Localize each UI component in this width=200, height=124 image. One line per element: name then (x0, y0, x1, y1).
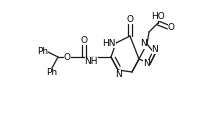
Text: O: O (168, 22, 175, 31)
Text: N: N (140, 40, 147, 48)
Text: N: N (115, 70, 121, 79)
Text: O: O (80, 36, 88, 45)
Text: O: O (127, 15, 134, 24)
Text: HO: HO (151, 12, 165, 21)
Text: N: N (152, 45, 158, 54)
Text: Ph: Ph (37, 47, 48, 57)
Text: N: N (143, 60, 150, 68)
Text: NH: NH (84, 57, 98, 66)
Text: O: O (64, 52, 71, 62)
Text: Ph: Ph (46, 68, 58, 77)
Text: HN: HN (102, 38, 116, 47)
